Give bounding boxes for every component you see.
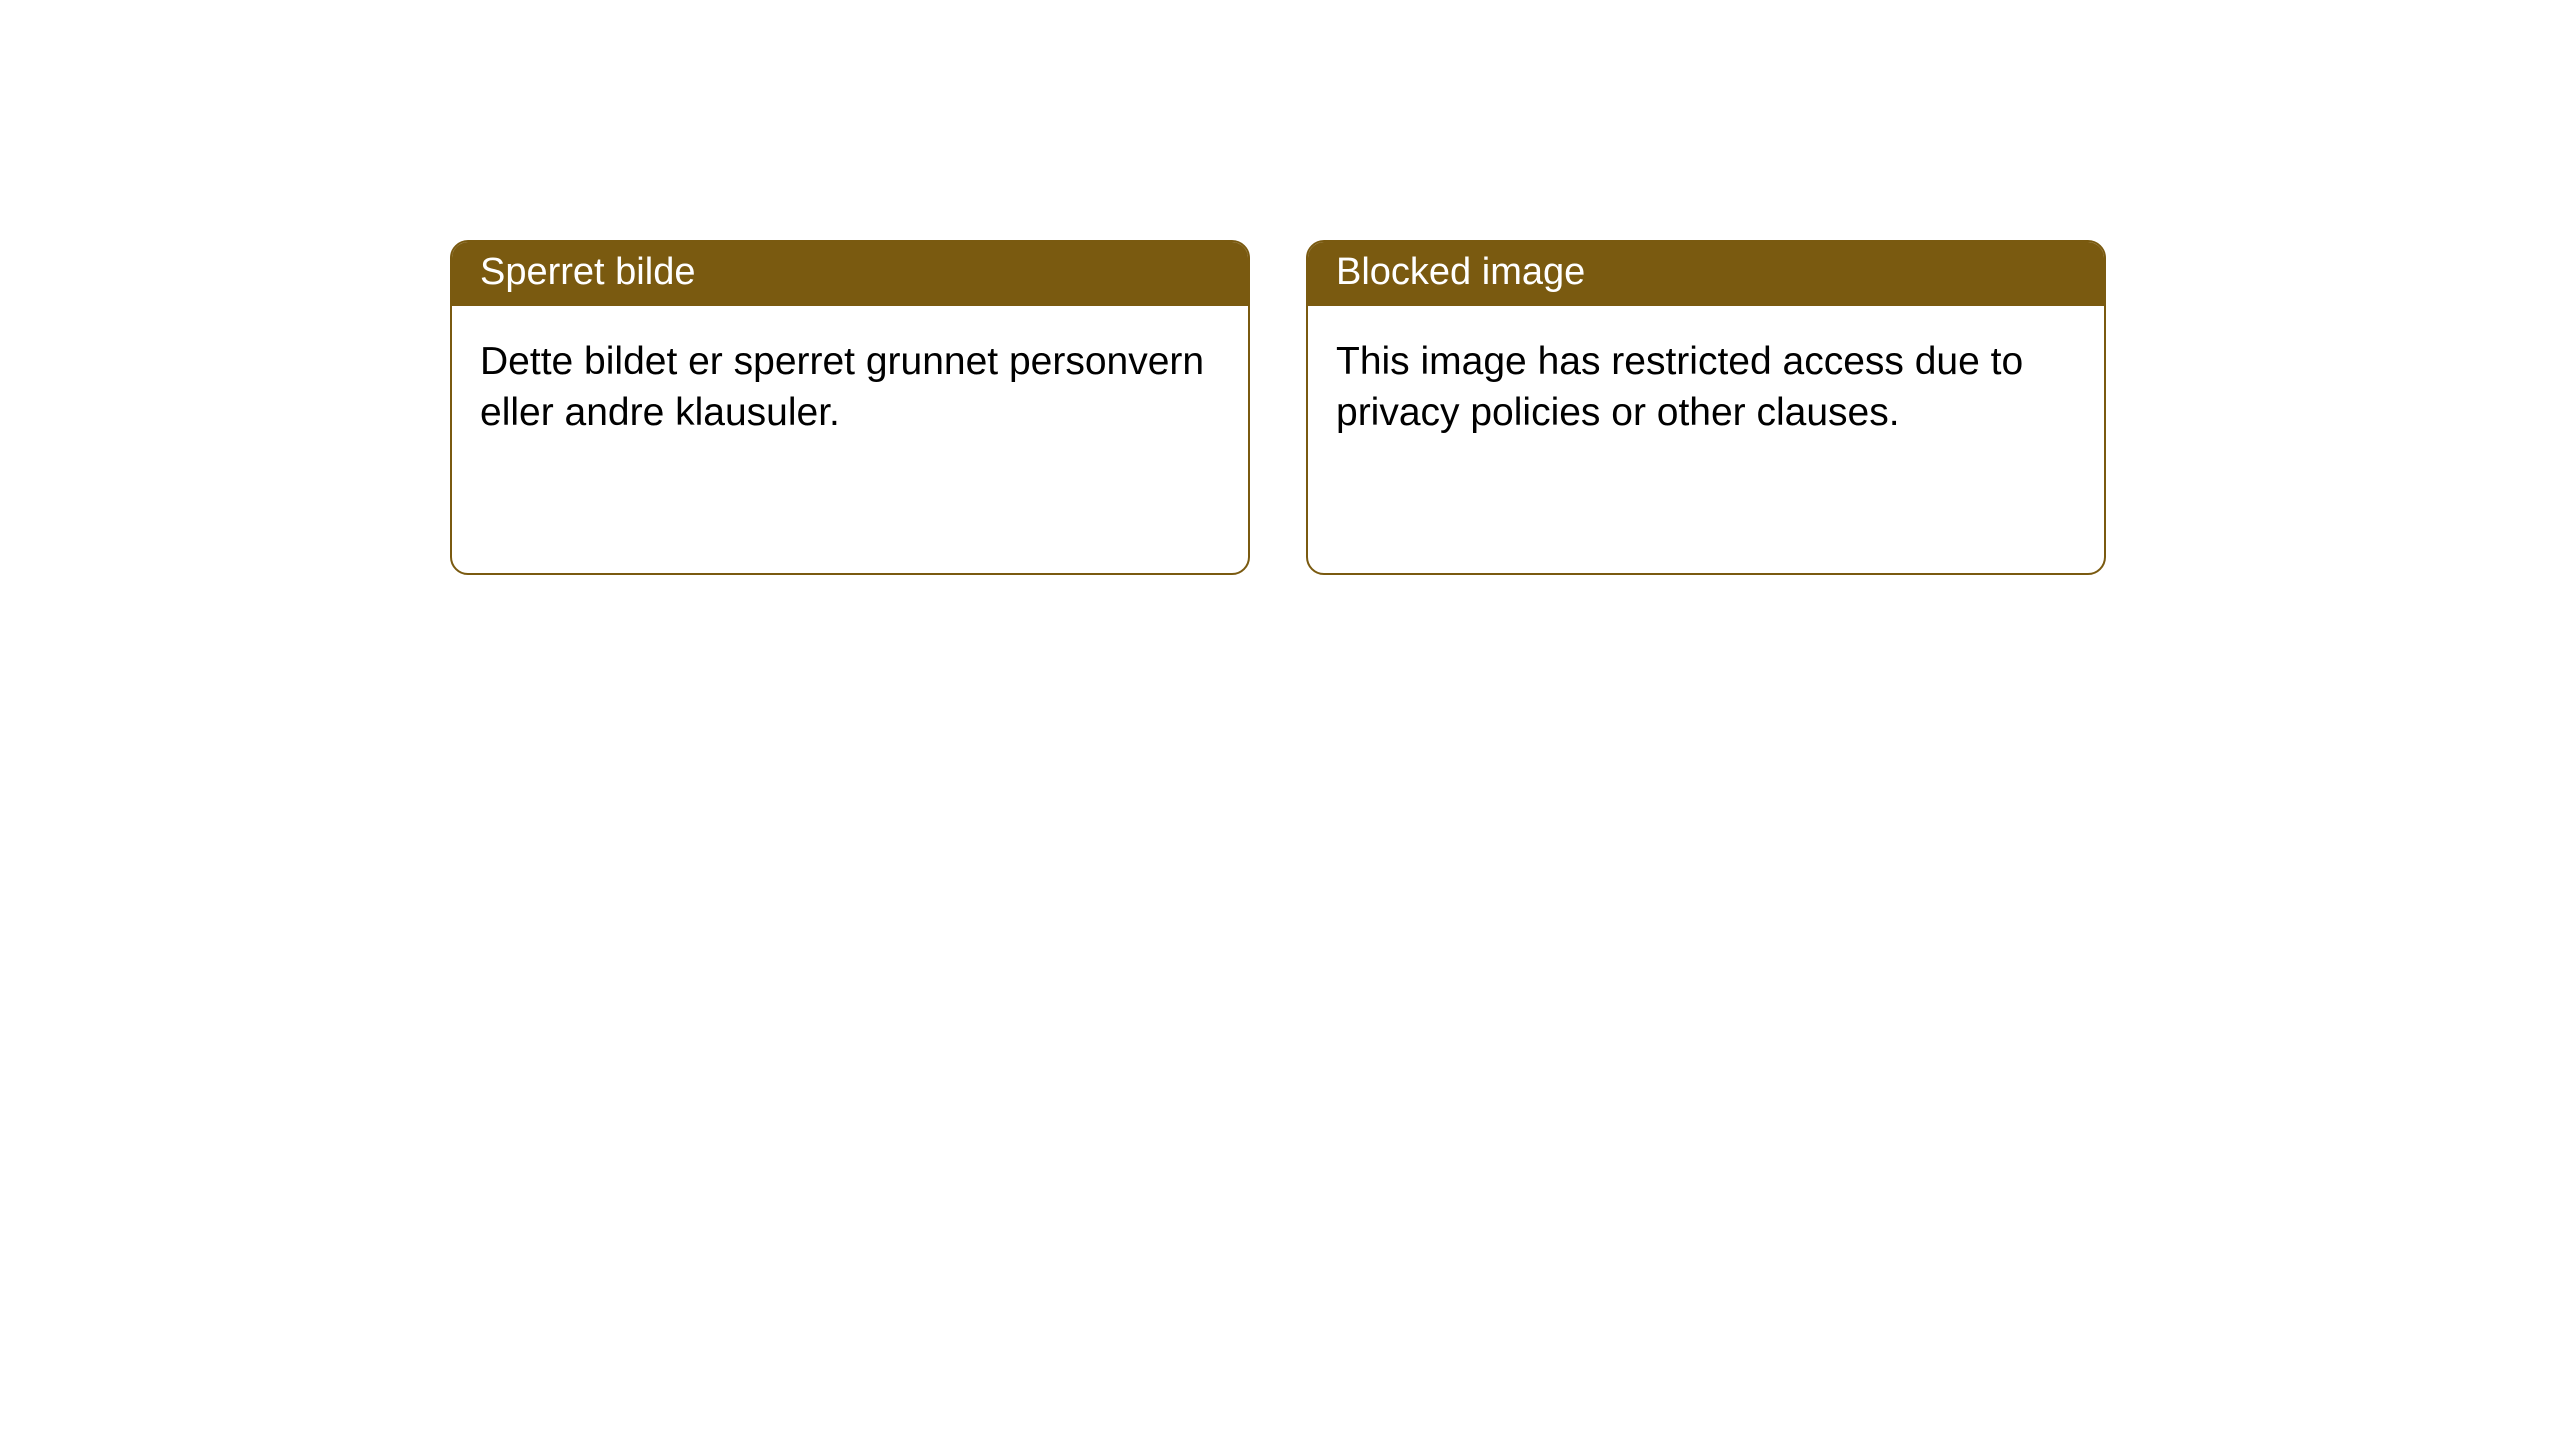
card-header-en: Blocked image xyxy=(1308,242,2104,306)
notice-cards-container: Sperret bilde Dette bildet er sperret gr… xyxy=(450,240,2106,575)
card-header-no: Sperret bilde xyxy=(452,242,1248,306)
blocked-image-card-no: Sperret bilde Dette bildet er sperret gr… xyxy=(450,240,1250,575)
card-body-no: Dette bildet er sperret grunnet personve… xyxy=(452,306,1248,460)
card-body-en: This image has restricted access due to … xyxy=(1308,306,2104,460)
blocked-image-card-en: Blocked image This image has restricted … xyxy=(1306,240,2106,575)
